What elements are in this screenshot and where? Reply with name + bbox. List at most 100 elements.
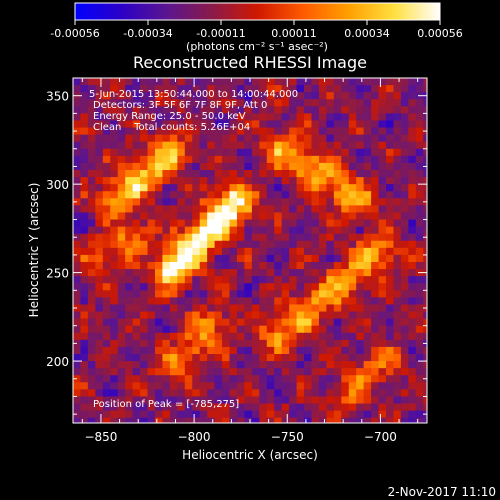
heatmap-cell bbox=[400, 141, 409, 150]
heatmap-cell bbox=[348, 396, 357, 405]
heatmap-cell bbox=[400, 92, 409, 100]
heatmap-cell bbox=[266, 269, 275, 277]
heatmap-cell bbox=[162, 368, 171, 376]
heatmap-cell bbox=[102, 290, 111, 298]
heatmap-cell bbox=[393, 262, 402, 270]
heatmap-cell bbox=[296, 247, 305, 256]
heatmap-cell bbox=[80, 85, 89, 93]
heatmap-cell bbox=[102, 304, 111, 313]
heatmap-cell bbox=[177, 162, 186, 171]
heatmap-cell bbox=[415, 311, 424, 320]
heatmap-cell bbox=[363, 410, 372, 419]
heatmap-cell bbox=[244, 410, 253, 419]
colorbar-tick-label: -0.00034 bbox=[123, 27, 172, 40]
heatmap-cell bbox=[102, 361, 111, 369]
heatmap-cell bbox=[214, 396, 223, 405]
heatmap-cell bbox=[296, 361, 305, 369]
heatmap-cell bbox=[132, 276, 141, 284]
heatmap-cell bbox=[378, 290, 387, 298]
heatmap-cell bbox=[363, 247, 372, 256]
heatmap-cell bbox=[73, 120, 82, 129]
heatmap-cell bbox=[132, 155, 141, 164]
heatmap-cell bbox=[140, 106, 149, 114]
heatmap-cell bbox=[87, 184, 96, 192]
heatmap-cell bbox=[199, 254, 208, 263]
heatmap-cell bbox=[378, 396, 387, 405]
heatmap-cell bbox=[110, 205, 119, 214]
heatmap-cell bbox=[207, 283, 216, 291]
heatmap-cell bbox=[214, 375, 223, 383]
heatmap-cell bbox=[393, 212, 402, 221]
heatmap-cell bbox=[222, 276, 231, 284]
heatmap-cell bbox=[132, 127, 141, 136]
heatmap-cell bbox=[177, 346, 186, 355]
heatmap-cell bbox=[117, 155, 126, 164]
heatmap-cell bbox=[371, 134, 380, 143]
heatmap-cell bbox=[281, 134, 290, 143]
heatmap-cell bbox=[393, 254, 402, 263]
heatmap-cell bbox=[423, 403, 427, 412]
heatmap-cell bbox=[371, 290, 380, 298]
heatmap-cell bbox=[214, 148, 223, 157]
heatmap-cell bbox=[386, 247, 395, 256]
heatmap-cell bbox=[386, 78, 395, 86]
heatmap-cell bbox=[229, 332, 238, 341]
x-tick-label: −850 bbox=[84, 430, 117, 444]
heatmap-cell bbox=[289, 361, 298, 369]
heatmap-cell bbox=[73, 354, 82, 362]
heatmap-cell bbox=[289, 290, 298, 298]
heatmap-cell bbox=[333, 318, 342, 327]
colorbar-frame bbox=[74, 2, 441, 21]
heatmap-cell bbox=[289, 240, 298, 249]
heatmap-cell bbox=[229, 262, 238, 270]
heatmap-cell bbox=[304, 106, 313, 114]
heatmap-cell bbox=[110, 389, 119, 398]
heatmap-cell bbox=[222, 361, 231, 369]
heatmap-cell bbox=[259, 339, 268, 348]
heatmap-cell bbox=[289, 304, 298, 313]
heatmap-cell bbox=[244, 127, 253, 136]
heatmap-cell bbox=[341, 339, 350, 348]
heatmap-cell bbox=[236, 403, 246, 412]
heatmap-cell bbox=[274, 247, 283, 256]
heatmap-cell bbox=[296, 304, 305, 313]
heatmap-cell bbox=[229, 283, 238, 291]
heatmap-cell bbox=[304, 134, 313, 143]
heatmap-cell bbox=[356, 78, 365, 86]
heatmap-cell bbox=[415, 368, 424, 376]
heatmap-cell bbox=[192, 346, 201, 355]
heatmap-cell bbox=[274, 354, 283, 362]
heatmap-cell bbox=[251, 368, 260, 376]
heatmap-cell bbox=[415, 332, 424, 341]
heatmap-cell bbox=[102, 283, 111, 291]
heatmap-cell bbox=[341, 99, 350, 107]
heatmap-cell bbox=[259, 297, 268, 306]
heatmap-cell bbox=[80, 170, 89, 178]
heatmap-cell bbox=[341, 233, 350, 242]
heatmap-cell bbox=[169, 205, 178, 214]
heatmap-cell bbox=[117, 325, 126, 334]
heatmap-cell bbox=[356, 240, 365, 249]
heatmap-cell bbox=[274, 368, 283, 376]
heatmap-cell bbox=[192, 354, 201, 362]
heatmap-cell bbox=[363, 389, 372, 398]
heatmap-cell bbox=[386, 262, 395, 270]
heatmap-cell bbox=[333, 361, 342, 369]
heatmap-cell bbox=[408, 191, 417, 199]
heatmap-cell bbox=[162, 276, 171, 284]
heatmap-cell bbox=[199, 389, 208, 398]
heatmap-cell bbox=[356, 276, 365, 284]
heatmap-cell bbox=[326, 354, 335, 362]
heatmap-cell bbox=[266, 134, 275, 143]
heatmap-cell bbox=[423, 311, 427, 320]
heatmap-cell bbox=[132, 396, 141, 405]
heatmap-cell bbox=[132, 318, 141, 327]
heatmap-cell bbox=[400, 254, 409, 263]
heatmap-cell bbox=[169, 92, 178, 100]
heatmap-cell bbox=[251, 403, 260, 412]
heatmap-cell bbox=[363, 191, 372, 199]
heatmap-cell bbox=[333, 311, 342, 320]
heatmap-cell bbox=[132, 99, 141, 107]
heatmap-cell bbox=[408, 382, 417, 390]
heatmap-cell bbox=[169, 318, 178, 327]
